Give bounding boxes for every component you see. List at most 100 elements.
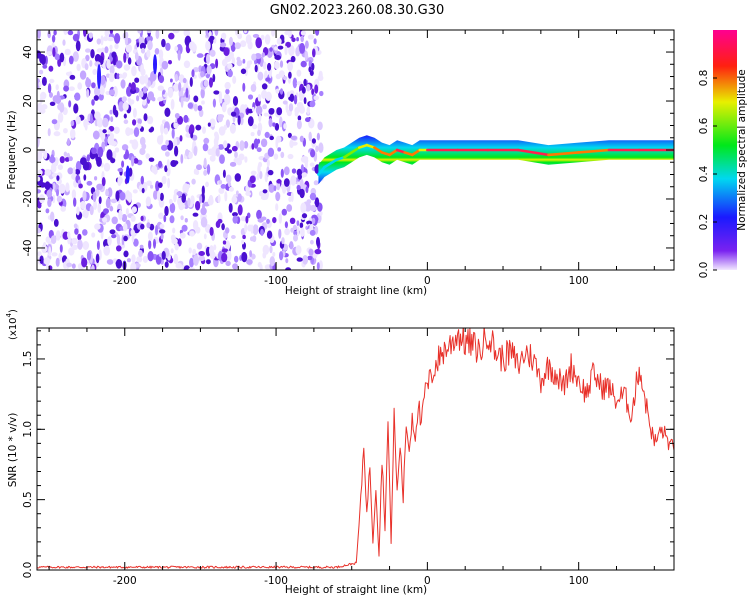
- ridge-core-segment: [403, 151, 414, 157]
- noise-speckle: [125, 44, 133, 53]
- noise-speckle: [224, 81, 231, 90]
- noise-speckle: [102, 217, 108, 223]
- noise-speckle: [68, 55, 74, 65]
- noise-speckle: [195, 200, 201, 211]
- noise-speckle: [104, 136, 108, 147]
- noise-speckle: [68, 247, 75, 256]
- noise-speckle: [70, 120, 75, 127]
- noise-speckle: [89, 113, 93, 125]
- noise-speckle: [256, 147, 262, 153]
- top-x-axis-label: Height of straight line (km): [285, 285, 427, 297]
- noise-speckle: [191, 134, 198, 141]
- noise-speckle: [114, 147, 120, 153]
- noise-speckle: [65, 71, 72, 76]
- top-y-tick-label: 20: [22, 94, 34, 107]
- noise-speckle: [167, 87, 174, 98]
- noise-speckle: [288, 45, 295, 56]
- noise-speckle: [150, 126, 155, 132]
- snr-series-line: [37, 328, 674, 569]
- noise-speckle: [156, 135, 164, 145]
- top-x-axis: -200 -100 0 100: [48, 30, 655, 287]
- noise-speckle: [305, 40, 309, 49]
- noise-speckle: [202, 202, 205, 214]
- noise-speckle: [272, 122, 276, 127]
- noise-speckle: [184, 218, 188, 223]
- top-x-tick-label: -100: [264, 275, 288, 287]
- noise-speckle: [205, 181, 209, 188]
- noise-speckle: [309, 204, 317, 212]
- noise-speckle: [296, 257, 303, 262]
- noise-streak: [153, 54, 158, 75]
- noise-speckle: [147, 251, 154, 262]
- noise-speckle: [40, 54, 46, 65]
- noise-speckle: [225, 88, 230, 95]
- noise-speckle: [107, 236, 112, 246]
- noise-speckle: [275, 203, 279, 212]
- colorbar-bar: [713, 30, 737, 270]
- noise-speckle: [251, 53, 257, 61]
- snr-frame: [36, 327, 675, 571]
- noise-speckle: [256, 209, 262, 220]
- noise-speckle: [43, 150, 48, 160]
- noise-speckle: [241, 239, 245, 245]
- noise-speckle: [71, 263, 76, 269]
- noise-speckle: [240, 40, 247, 48]
- noise-speckle: [155, 225, 158, 236]
- noise-speckle: [111, 234, 117, 239]
- noise-speckle: [121, 73, 127, 79]
- noise-speckle: [193, 95, 199, 103]
- colorbar-tick-label: 0.4: [698, 165, 710, 182]
- noise-speckle: [221, 252, 228, 263]
- noise-speckle: [68, 156, 73, 162]
- noise-speckle: [292, 77, 298, 89]
- noise-speckle: [273, 46, 278, 51]
- noise-speckle: [295, 245, 302, 255]
- noise-speckle: [150, 184, 154, 189]
- noise-speckle: [140, 68, 146, 76]
- colorbar-tick-label: 0.8: [698, 70, 710, 87]
- noise-speckle: [170, 248, 174, 254]
- bottom-y-tick-label: 0.5: [22, 491, 34, 508]
- noise-speckle: [240, 68, 247, 75]
- noise-speckle: [311, 217, 316, 225]
- noise-speckle: [131, 156, 135, 167]
- colorbar-tick-label: 0.6: [698, 117, 710, 134]
- noise-speckle: [74, 92, 81, 101]
- noise-speckle: [37, 176, 41, 182]
- noise-speckle: [94, 176, 98, 181]
- noise-speckle: [172, 30, 180, 34]
- noise-speckle: [151, 165, 158, 174]
- noise-speckle: [300, 60, 307, 68]
- noise-speckle: [148, 239, 152, 250]
- noise-speckle: [196, 53, 204, 58]
- noise-speckle: [160, 233, 164, 240]
- noise-speckle: [303, 97, 307, 105]
- noise-speckle: [130, 262, 137, 270]
- noise-speckle: [137, 30, 142, 34]
- noise-speckle: [109, 229, 116, 235]
- noise-speckle: [129, 139, 134, 144]
- noise-speckle: [228, 186, 234, 192]
- noise-speckle: [158, 160, 163, 168]
- noise-speckle: [124, 36, 128, 46]
- noise-speckle: [142, 86, 147, 94]
- noise-speckle: [289, 241, 294, 250]
- noise-speckle: [110, 116, 114, 123]
- noise-speckle: [103, 36, 109, 42]
- noise-speckle: [118, 101, 125, 112]
- noise-speckle: [115, 190, 120, 202]
- svg-text:(x104): (x104): [5, 309, 19, 340]
- noise-speckle: [55, 84, 59, 91]
- noise-speckle: [82, 229, 88, 236]
- noise-speckle: [143, 113, 148, 122]
- noise-speckle: [82, 210, 87, 218]
- noise-speckle: [101, 47, 105, 53]
- noise-speckle: [37, 150, 43, 161]
- noise-speckle: [221, 223, 225, 231]
- noise-speckle: [213, 244, 217, 251]
- noise-speckle: [251, 143, 255, 150]
- noise-speckle: [58, 183, 66, 194]
- colorbar-ticks: 0.0 0.2 0.4 0.6 0.8: [698, 70, 717, 278]
- noise-speckle: [121, 160, 125, 168]
- noise-speckle: [299, 222, 304, 229]
